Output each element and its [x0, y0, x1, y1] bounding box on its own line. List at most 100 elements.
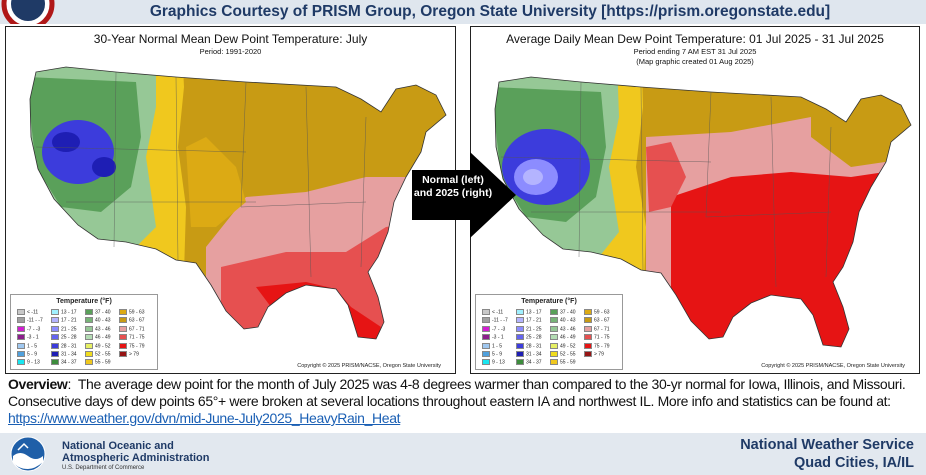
legend-swatch: [17, 325, 25, 332]
legend-item: 55 - 59: [550, 359, 576, 366]
legend-swatch: [85, 334, 93, 341]
legend-label: 1 - 5: [27, 342, 38, 349]
july2025-map-panel: Average Daily Mean Dew Point Temperature…: [470, 26, 920, 374]
legend-swatch: [516, 342, 524, 349]
legend-label: 49 - 52: [95, 342, 111, 349]
legend-label: 34 - 37: [526, 359, 542, 366]
legend-label: 59 - 63: [129, 309, 145, 316]
normal-map-panel: 30-Year Normal Mean Dew Point Temperatur…: [5, 26, 456, 374]
legend-swatch: [85, 317, 93, 324]
legend-swatch: [584, 325, 592, 332]
legend-swatch: [17, 334, 25, 341]
legend-label: 17 - 21: [526, 317, 542, 324]
legend-label: 1 - 5: [492, 342, 503, 349]
legend-label: 31 - 34: [526, 351, 542, 358]
legend-label: -7 - -3: [27, 326, 41, 333]
legend-label: 9 - 13: [27, 359, 40, 366]
map-title: Average Daily Mean Dew Point Temperature…: [506, 32, 884, 46]
legend-item: 34 - 37: [516, 359, 542, 366]
legend-swatch: [550, 325, 558, 332]
legend-item: 75 - 79: [119, 342, 145, 350]
map-title: 30-Year Normal Mean Dew Point Temperatur…: [93, 32, 368, 46]
legend-item: 21 - 25: [51, 325, 77, 333]
legend-swatch: [119, 334, 127, 341]
legend-swatch: [119, 342, 127, 349]
legend-item: 31 - 34: [516, 351, 542, 358]
legend-item: 43 - 46: [550, 325, 576, 333]
map-copyright: Copyright © 2025 PRISM/NACSE, Oregon Sta…: [761, 363, 905, 369]
legend-label: 31 - 34: [61, 351, 77, 358]
legend-item: 31 - 34: [51, 351, 77, 358]
map-created-note: (Map graphic created 01 Aug 2025): [636, 57, 754, 66]
legend-swatch: [482, 317, 490, 324]
overview-text: The average dew point for the month of J…: [8, 376, 906, 409]
legend-swatch: [51, 334, 59, 341]
legend-item: 49 - 52: [550, 342, 576, 350]
legend-label: 71 - 75: [129, 334, 145, 341]
legend-swatch: [85, 325, 93, 332]
legend-label: > 79: [594, 351, 604, 358]
legend-swatch: [550, 309, 558, 315]
legend-item: 13 - 17: [516, 309, 542, 316]
legend-label: 63 - 67: [129, 317, 145, 324]
legend-swatch: [584, 351, 592, 357]
legend-label: 43 - 46: [560, 326, 576, 333]
legend-swatch: [51, 317, 59, 324]
legend-item: -7 - -3: [17, 325, 41, 333]
map-copyright: Copyright © 2025 PRISM/NACSE, Oregon Sta…: [297, 363, 441, 369]
legend-label: 21 - 25: [61, 326, 77, 333]
legend-swatch: [51, 359, 59, 366]
legend-item: 46 - 49: [550, 334, 576, 341]
legend-item: 49 - 52: [85, 342, 111, 350]
legend-item: 1 - 5: [482, 342, 503, 350]
legend-item: 25 - 28: [516, 334, 542, 341]
more-info-link[interactable]: https://www.weather.gov/dvn/mid-June-Jul…: [8, 410, 401, 426]
legend-item: -11 - -7: [17, 317, 43, 324]
legend-swatch: [550, 359, 558, 366]
overview-label: Overview: [8, 376, 68, 392]
legend-label: 52 - 55: [95, 351, 111, 358]
legend-swatch: [516, 309, 524, 315]
legend-item: 9 - 13: [482, 359, 505, 366]
legend-label: > 79: [129, 351, 139, 358]
legend-item: 67 - 71: [119, 325, 145, 333]
legend-label: 67 - 71: [594, 326, 610, 333]
legend-item: 1 - 5: [17, 342, 38, 350]
legend-label: 55 - 59: [560, 359, 576, 366]
noaa-department: U.S. Department of Commerce: [62, 465, 145, 471]
footer: National Oceanic and Atmospheric Adminis…: [0, 433, 926, 475]
legend-item: 9 - 13: [17, 359, 40, 366]
legend-label: 46 - 49: [95, 334, 111, 341]
legend-label: 63 - 67: [594, 317, 610, 324]
legend-swatch: [119, 325, 127, 332]
legend-swatch: [482, 309, 490, 315]
legend-item: 52 - 55: [85, 351, 111, 358]
legend-item: > 79: [584, 351, 604, 358]
legend-swatch: [482, 342, 490, 349]
legend-swatch: [85, 342, 93, 349]
legend-label: 46 - 49: [560, 334, 576, 341]
legend-label: 55 - 59: [95, 359, 111, 366]
legend-item: 13 - 17: [51, 309, 77, 316]
legend-label: 34 - 37: [61, 359, 77, 366]
legend-swatch: [516, 334, 524, 341]
legend-item: 28 - 31: [51, 342, 77, 350]
legend-swatch: [584, 334, 592, 341]
legend-swatch: [516, 359, 524, 366]
nws-seal-icon: [1, 0, 55, 24]
legend-item: -7 - -3: [482, 325, 505, 333]
arrow-label: Normal (left) and 2025 (right): [413, 174, 493, 199]
legend-label: 28 - 31: [526, 342, 542, 349]
legend-label: 25 - 28: [526, 334, 542, 341]
right-arrow-icon: [412, 152, 516, 238]
legend-item: 75 - 79: [584, 342, 610, 350]
legend-item: 55 - 59: [85, 359, 111, 366]
legend-label: 67 - 71: [129, 326, 145, 333]
legend-item: 67 - 71: [584, 325, 610, 333]
legend-label: 71 - 75: [594, 334, 610, 341]
legend-label: 28 - 31: [61, 342, 77, 349]
map-subtitle: Period: 1991-2020: [199, 47, 262, 56]
legend-item: 40 - 43: [550, 317, 576, 324]
legend-label: 40 - 43: [95, 317, 111, 324]
legend-item: < -11: [482, 309, 503, 316]
